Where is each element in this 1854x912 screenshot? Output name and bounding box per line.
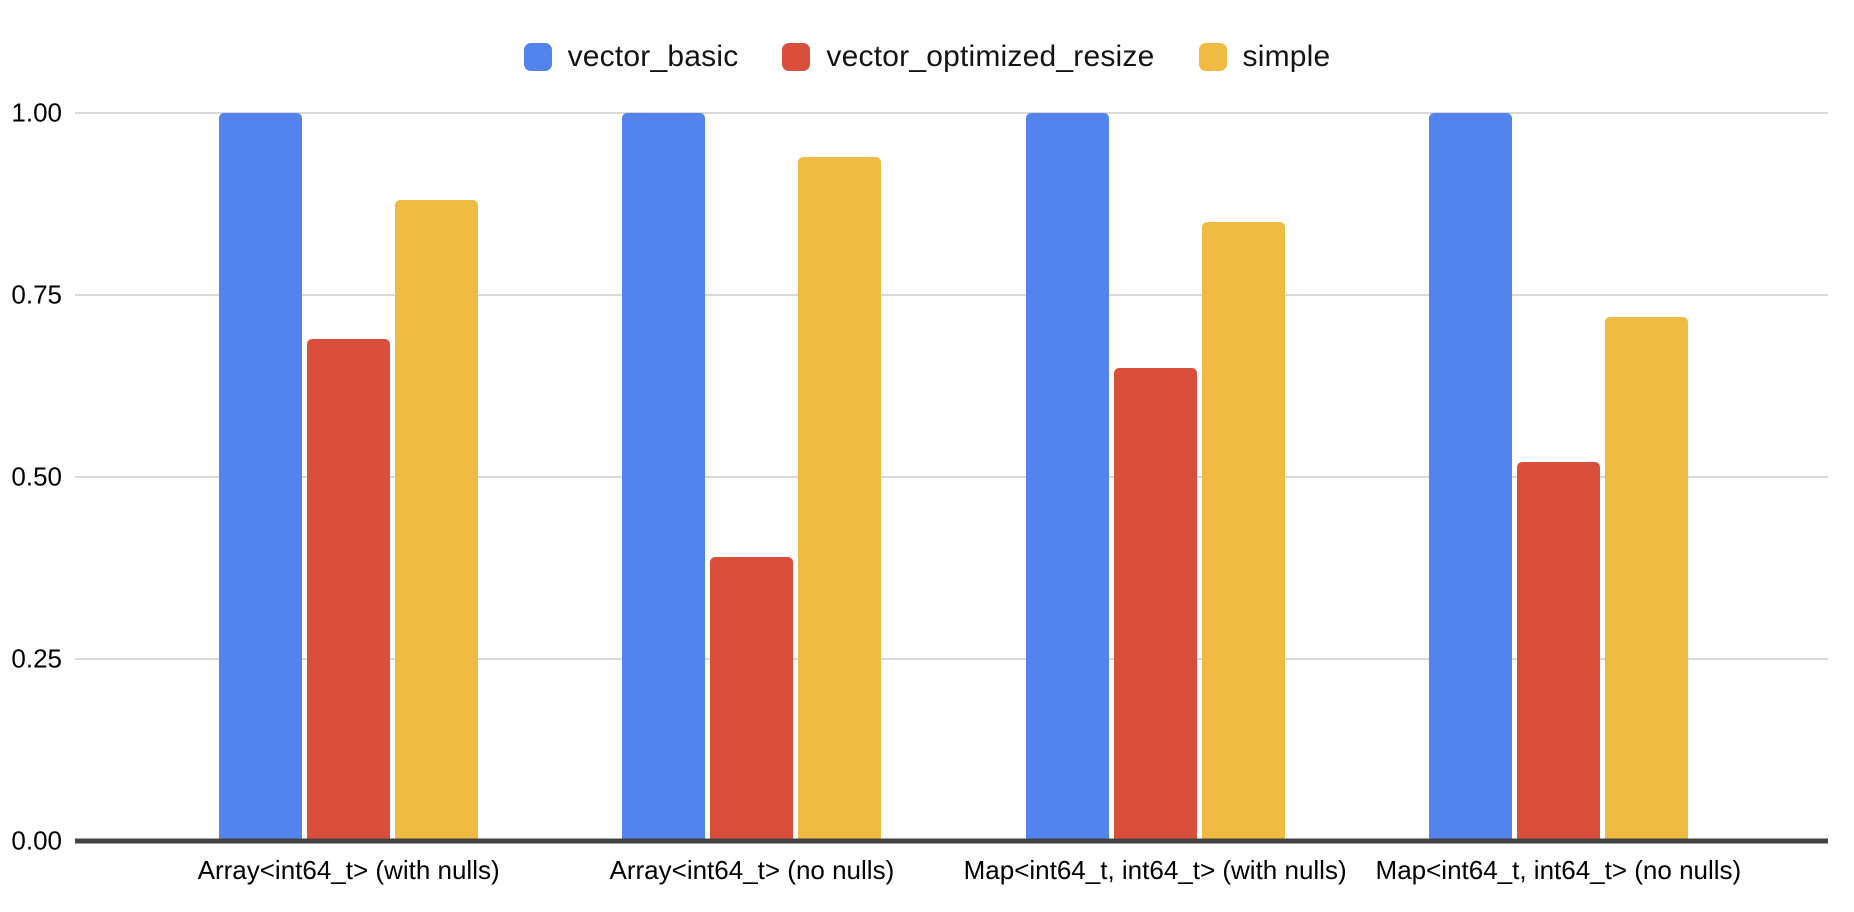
plot-area: 1.00 0.75 0.50 0.25 0.00 Array<int64_t> (wit… bbox=[11, 98, 1828, 885]
x-category-label: Map<int64_t, int64_t> (with nulls) bbox=[963, 855, 1347, 885]
bar-group-1 bbox=[550, 113, 953, 841]
simple-bar bbox=[1604, 316, 1688, 841]
bar-group-0 bbox=[147, 113, 550, 841]
simple-bar bbox=[798, 156, 882, 841]
vector_optimized_resize-bar bbox=[307, 338, 391, 841]
y-tick-label: 0.00 bbox=[11, 825, 62, 856]
simple-bar bbox=[395, 200, 479, 841]
legend-label: vector_optimized_resize bbox=[826, 40, 1155, 73]
x-category-label: Array<int64_t> (no nulls) bbox=[609, 855, 895, 885]
vector_optimized_resize-bar bbox=[710, 557, 794, 841]
bar-group-2 bbox=[954, 113, 1357, 841]
bar-group-3 bbox=[1357, 113, 1760, 841]
bars-row bbox=[75, 113, 1828, 841]
simple-bar bbox=[1201, 222, 1285, 841]
x-axis-category-labels: Array<int64_t> (with nulls) Array<int64_t… bbox=[147, 855, 1760, 886]
vector_basic-bar bbox=[1025, 113, 1109, 841]
legend-item-vector_optimized_resize: vector_optimized_resize bbox=[782, 40, 1154, 74]
chart-legend: vector_basic vector_optimized_resize simpl… bbox=[0, 40, 1854, 74]
gridline bbox=[75, 294, 1828, 296]
legend-swatch-vector_optimized_resize bbox=[782, 43, 811, 71]
gridline bbox=[75, 112, 1828, 114]
gridline bbox=[75, 476, 1828, 478]
vector_basic-bar bbox=[1428, 113, 1512, 841]
x-category-label: Map<int64_t, int64_t> (no nulls) bbox=[1375, 855, 1742, 885]
legend-label: simple bbox=[1242, 40, 1331, 73]
legend-item-simple: simple bbox=[1198, 40, 1331, 74]
legend-label: vector_basic bbox=[567, 40, 739, 73]
legend-swatch-vector_basic bbox=[523, 43, 552, 71]
x-axis-line bbox=[75, 838, 1828, 844]
legend-swatch-simple bbox=[1198, 43, 1227, 71]
vector_basic-bar bbox=[219, 113, 303, 841]
vector_basic-bar bbox=[622, 113, 706, 841]
y-tick-label: 0.25 bbox=[11, 643, 62, 674]
y-tick-label: 0.75 bbox=[11, 279, 62, 310]
y-tick-label: 0.50 bbox=[11, 461, 62, 492]
vector_optimized_resize-bar bbox=[1516, 462, 1600, 841]
y-tick-label: 1.00 bbox=[11, 97, 62, 128]
vector_optimized_resize-bar bbox=[1113, 367, 1197, 841]
legend-item-vector_basic: vector_basic bbox=[523, 40, 739, 74]
gridline bbox=[75, 658, 1828, 660]
x-category-label: Array<int64_t> (with nulls) bbox=[197, 855, 500, 885]
